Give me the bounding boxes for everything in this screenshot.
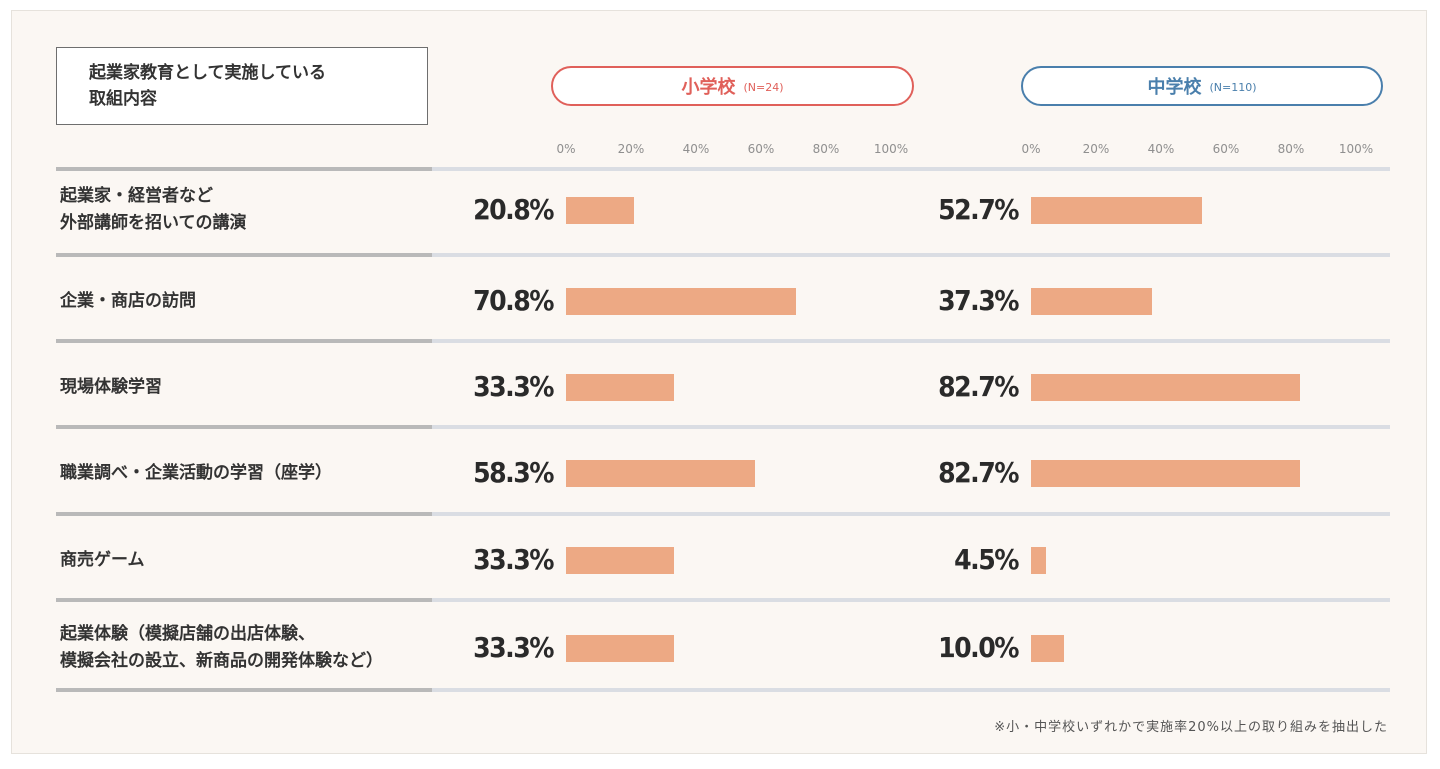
bar-elementary	[566, 460, 756, 487]
value-label-elementary: 33.3%	[473, 631, 554, 664]
category-label-line: 企業・商店の訪問	[60, 290, 196, 311]
category-header-line1: 起業家教育として実施している	[89, 63, 326, 83]
axis-tick-label-junior-high: 100%	[1338, 142, 1374, 156]
value-label-junior-high: 82.7%	[938, 370, 1019, 403]
bar-elementary	[566, 288, 797, 315]
axis-tick-label-elementary: 60%	[747, 142, 775, 156]
row-separator-right	[432, 688, 1390, 692]
row-separator-left	[56, 425, 432, 429]
category-header-line2: 取組内容	[89, 89, 157, 109]
row-separator-right	[432, 339, 1390, 343]
footnote: ※小・中学校いずれかで実施率20%以上の取り組みを抽出した	[994, 720, 1388, 735]
value-label-elementary: 58.3%	[473, 456, 554, 489]
value-label-elementary: 20.8%	[473, 193, 554, 226]
axis-tick-label-elementary: 20%	[617, 142, 645, 156]
row-separator-left	[56, 688, 432, 692]
category-label-line: 職業調べ・企業活動の学習（座学）	[60, 462, 332, 483]
value-label-junior-high: 4.5%	[954, 543, 1019, 576]
category-label: 起業体験（模擬店舗の出店体験、模擬会社の設立、新商品の開発体験など）	[60, 621, 383, 675]
row-separator-right	[432, 598, 1390, 602]
axis-tick-label-elementary: 100%	[873, 142, 909, 156]
axis-tick-label-junior-high: 20%	[1082, 142, 1110, 156]
category-label-line: 商売ゲーム	[60, 549, 145, 570]
bar-junior-high	[1031, 197, 1203, 224]
value-label-junior-high: 10.0%	[938, 631, 1019, 664]
bar-elementary	[566, 635, 675, 662]
row-separator-left	[56, 598, 432, 602]
row-separator-left	[56, 253, 432, 257]
series-header-elementary: 小学校 (N=24)	[551, 66, 914, 106]
series-header-junior-high: 中学校 (N=110)	[1021, 66, 1383, 106]
axis-tick-label-elementary: 0%	[556, 142, 576, 156]
value-label-junior-high: 52.7%	[938, 193, 1019, 226]
row-separator-left	[56, 339, 432, 343]
category-label-line: 外部講師を招いての講演	[60, 213, 247, 233]
category-label: 職業調べ・企業活動の学習（座学）	[60, 460, 332, 487]
series-name-junior-high: 中学校	[1147, 77, 1202, 98]
category-label-line: 模擬会社の設立、新商品の開発体験など）	[60, 651, 383, 671]
category-header-box: 起業家教育として実施している 取組内容	[56, 47, 428, 125]
bar-junior-high	[1031, 547, 1046, 574]
bar-elementary	[566, 547, 675, 574]
category-label: 企業・商店の訪問	[60, 288, 196, 315]
row-separator-left	[56, 167, 432, 171]
series-n-junior-high: (N=110)	[1209, 81, 1257, 94]
axis-tick-label-junior-high: 40%	[1147, 142, 1175, 156]
value-label-junior-high: 37.3%	[938, 284, 1019, 317]
row-separator-right	[432, 253, 1390, 257]
bar-junior-high	[1031, 374, 1300, 401]
category-label-line: 現場体験学習	[60, 376, 162, 397]
value-label-junior-high: 82.7%	[938, 456, 1019, 489]
category-label: 現場体験学習	[60, 374, 162, 401]
value-label-elementary: 33.3%	[473, 370, 554, 403]
bar-junior-high	[1031, 635, 1064, 662]
value-label-elementary: 70.8%	[473, 284, 554, 317]
bar-junior-high	[1031, 288, 1153, 315]
category-label: 商売ゲーム	[60, 547, 145, 574]
category-label-line: 起業体験（模擬店舗の出店体験、	[60, 624, 315, 644]
row-separator-right	[432, 167, 1390, 171]
category-label: 起業家・経営者など外部講師を招いての講演	[60, 183, 247, 237]
value-label-elementary: 33.3%	[473, 543, 554, 576]
row-separator-left	[56, 512, 432, 516]
category-label-line: 起業家・経営者など	[60, 186, 213, 206]
axis-tick-label-junior-high: 60%	[1212, 142, 1240, 156]
axis-tick-label-junior-high: 0%	[1021, 142, 1041, 156]
series-n-elementary: (N=24)	[743, 81, 784, 94]
series-name-elementary: 小学校	[681, 77, 736, 98]
bar-elementary	[566, 197, 634, 224]
row-separator-right	[432, 512, 1390, 516]
axis-tick-label-junior-high: 80%	[1277, 142, 1305, 156]
bar-elementary	[566, 374, 675, 401]
row-separator-right	[432, 425, 1390, 429]
axis-tick-label-elementary: 40%	[682, 142, 710, 156]
axis-tick-label-elementary: 80%	[812, 142, 840, 156]
bar-junior-high	[1031, 460, 1300, 487]
